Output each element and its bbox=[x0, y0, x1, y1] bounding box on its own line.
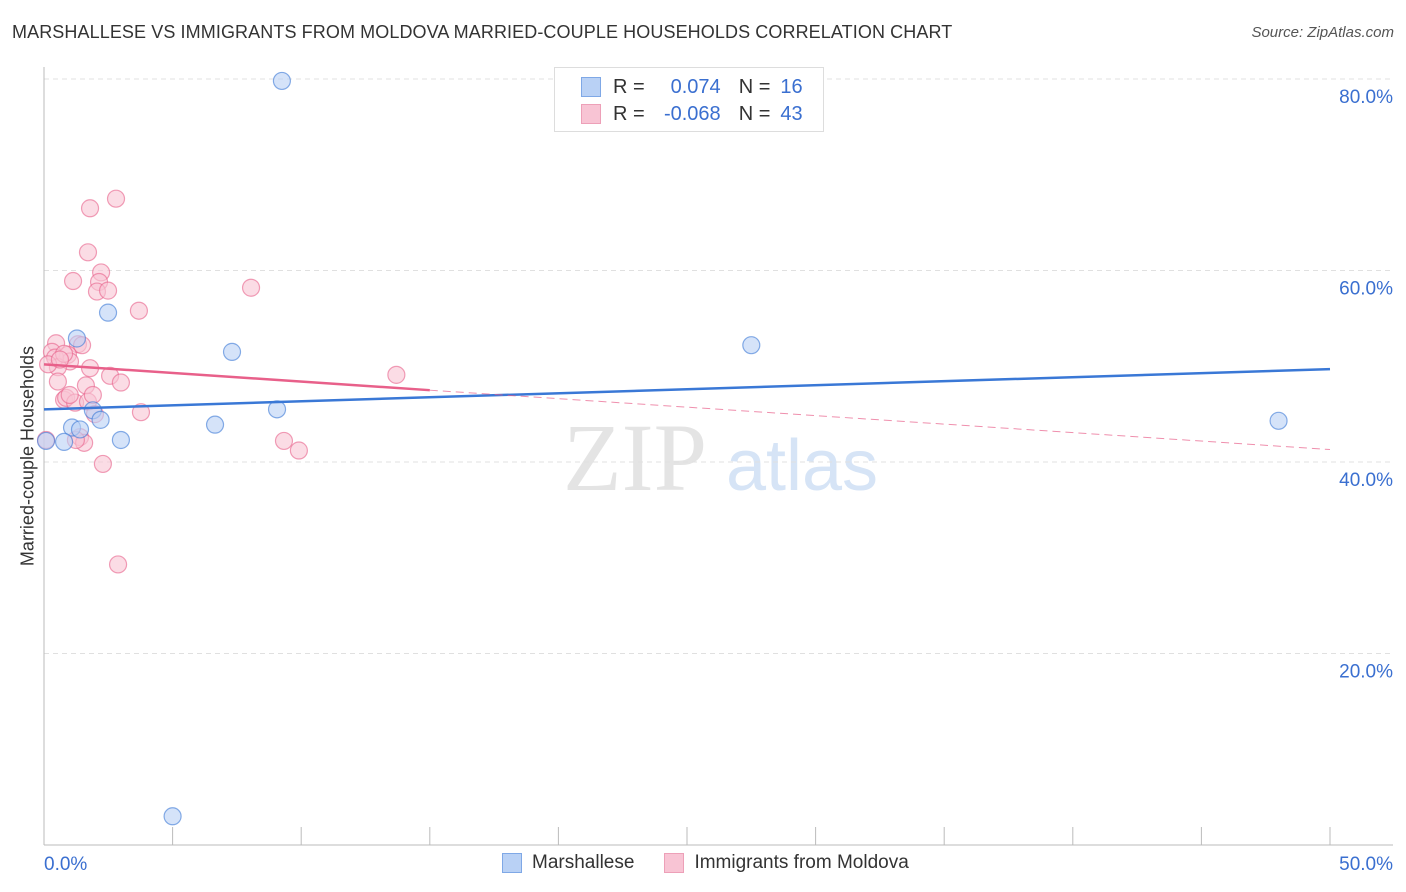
legend-r-value: -0.068 bbox=[663, 102, 721, 125]
chart-source: Source: ZipAtlas.com bbox=[1251, 24, 1394, 41]
marshallese-point bbox=[222, 342, 242, 361]
moldova-point bbox=[93, 454, 112, 474]
x-tick-label: 0.0% bbox=[44, 854, 87, 875]
marshallese-point bbox=[111, 430, 131, 450]
legend-n-value: 43 bbox=[780, 102, 803, 125]
legend-r-value: 0.074 bbox=[670, 75, 721, 98]
marshallese-point bbox=[742, 336, 761, 355]
moldova-point bbox=[274, 431, 294, 451]
marshallese-point bbox=[1269, 411, 1288, 430]
moldova-point bbox=[80, 199, 100, 218]
marshallese-point bbox=[54, 432, 74, 451]
watermark-zip: ZIP bbox=[563, 404, 707, 511]
moldova-trendline-extension bbox=[429, 389, 1331, 451]
legend-swatch-pink bbox=[581, 104, 601, 124]
legend-label-moldova: Immigrants from Moldova bbox=[694, 852, 909, 873]
legend-r-label: R = bbox=[613, 102, 645, 125]
chart-title: MARSHALLESE VS IMMIGRANTS FROM MOLDOVA M… bbox=[12, 22, 953, 42]
marshallese-point bbox=[70, 420, 90, 439]
marshallese-point bbox=[91, 410, 110, 429]
moldova-point bbox=[48, 372, 67, 391]
moldova-point bbox=[98, 281, 118, 300]
moldova-point bbox=[241, 278, 261, 297]
moldova-point bbox=[50, 350, 70, 369]
moldova-trendline bbox=[43, 363, 430, 392]
moldova-point bbox=[129, 301, 149, 320]
legend-label-marshallese: Marshallese bbox=[532, 852, 635, 873]
marshallese-point bbox=[272, 71, 292, 91]
legend-swatch-marshallese bbox=[502, 853, 522, 873]
y-tick-label: 80.0% bbox=[1339, 87, 1393, 108]
marshallese-trendline bbox=[43, 367, 1331, 411]
watermark-atlas: atlas bbox=[726, 426, 878, 506]
moldova-point bbox=[131, 403, 151, 422]
correlation-legend: R = 0.074 N = 16 R = -0.068 N = 43 bbox=[554, 67, 824, 132]
moldova-point bbox=[111, 373, 131, 392]
moldova-point bbox=[78, 243, 98, 262]
y-axis-label: Married-couple Households bbox=[17, 345, 38, 567]
x-tick-label: 50.0% bbox=[1339, 854, 1393, 875]
legend-r-label: R = bbox=[613, 75, 645, 98]
legend-swatch-moldova bbox=[664, 853, 685, 873]
moldova-point bbox=[108, 555, 128, 574]
marshallese-point bbox=[163, 807, 182, 826]
legend-row-moldova: R = -0.068 N = 43 bbox=[581, 102, 803, 126]
y-tick-label: 40.0% bbox=[1339, 470, 1393, 491]
moldova-point bbox=[63, 271, 83, 291]
moldova-point bbox=[60, 385, 79, 405]
marshallese-point bbox=[205, 415, 225, 434]
moldova-point bbox=[83, 385, 102, 405]
legend-n-label: N = bbox=[738, 102, 771, 125]
legend-row-marshallese: R = 0.074 N = 16 bbox=[581, 75, 803, 99]
moldova-point bbox=[106, 189, 126, 208]
legend-n-label: N = bbox=[738, 75, 771, 98]
marshallese-point bbox=[98, 303, 118, 322]
marshallese-point bbox=[67, 329, 87, 348]
legend-n-value: 16 bbox=[780, 75, 803, 98]
y-tick-label: 60.0% bbox=[1339, 279, 1393, 300]
y-tick-label: 20.0% bbox=[1339, 662, 1393, 683]
moldova-point bbox=[289, 441, 308, 460]
legend-swatch-blue bbox=[581, 77, 601, 97]
series-legend: Marshallese Immigrants from Moldova bbox=[502, 852, 909, 874]
moldova-point bbox=[387, 365, 406, 384]
marshallese-point bbox=[36, 431, 56, 451]
